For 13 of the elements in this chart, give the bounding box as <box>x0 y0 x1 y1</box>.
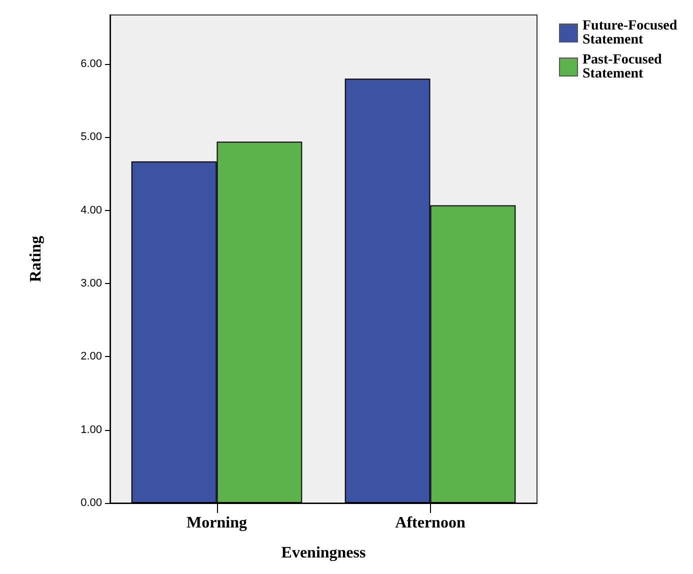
x-tick-label: Afternoon <box>395 514 466 532</box>
y-tick-label: 1.00 <box>80 424 102 436</box>
x-tick-label: Morning <box>186 514 247 532</box>
legend-label: Future-Focused Statement <box>582 18 678 48</box>
y-tick-label: 5.00 <box>80 131 102 144</box>
y-axis-title: Rating <box>28 236 44 282</box>
legend-label: Past-Focused Statement <box>582 52 662 82</box>
y-tick-label: 0.00 <box>80 497 102 509</box>
y-tick-label: 2.00 <box>80 350 102 363</box>
y-tick-label: 6.00 <box>80 58 102 70</box>
x-axis-title: Eveningness <box>281 544 366 562</box>
y-tick-label: 3.00 <box>80 278 102 290</box>
y-tick-label: 4.00 <box>80 204 102 216</box>
